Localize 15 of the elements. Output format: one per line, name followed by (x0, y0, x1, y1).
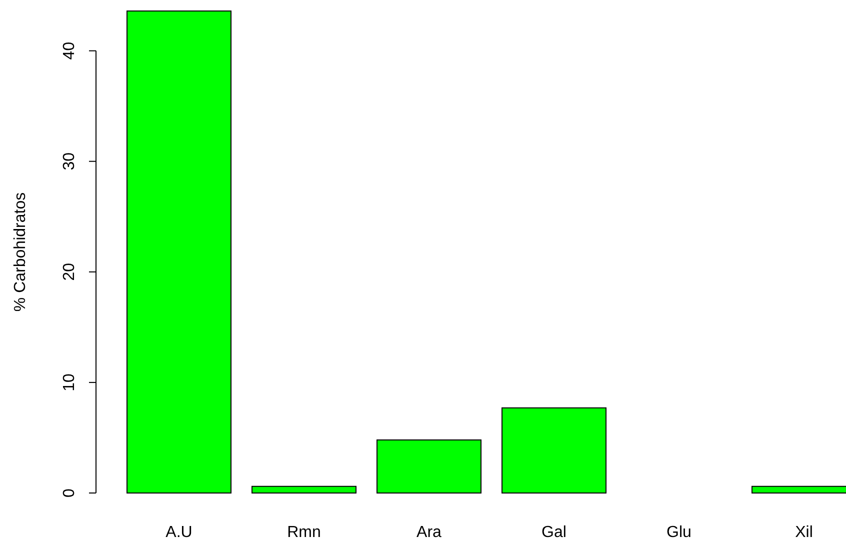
bar (126, 10, 232, 494)
x-tick-label: Gal (542, 524, 566, 540)
y-tick-label: 20 (61, 262, 78, 281)
x-tick-label: Ara (416, 524, 442, 540)
y-axis-title: % Carbohidratos (12, 192, 29, 312)
x-tick-label: A.U (166, 524, 192, 540)
x-tick-label: Xil (795, 524, 813, 540)
bar (252, 486, 356, 494)
y-tick-label: 10 (61, 373, 78, 392)
x-tick-label: Glu (666, 524, 692, 540)
x-tick-label: Rmn (287, 524, 321, 540)
y-tick-label: 30 (61, 152, 78, 170)
y-tick-label: 0 (61, 488, 78, 498)
bar (376, 439, 482, 494)
y-tick-label: 40 (61, 42, 78, 60)
